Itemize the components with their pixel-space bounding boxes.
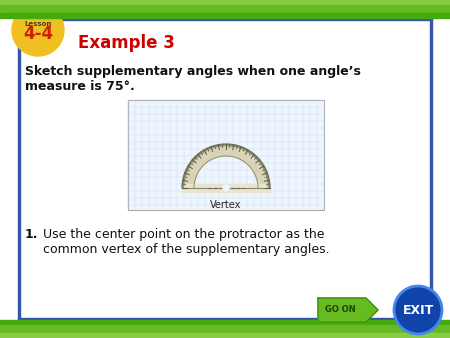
Polygon shape [182,144,270,188]
Text: Use the center point on the protractor as the: Use the center point on the protractor a… [43,228,324,241]
Bar [0,0,450,5]
Text: Sketch supplementary angles when one angle’s: Sketch supplementary angles when one ang… [25,65,361,78]
Bar [0,320,450,325]
Bar [18,318,432,320]
Text: Vertex: Vertex [210,200,242,210]
Bar [18,18,20,320]
Bar [18,18,432,20]
Bar [20,20,430,318]
Circle shape [12,4,64,56]
Text: measure is 75°.: measure is 75°. [25,80,135,93]
Text: Example 3: Example 3 [78,34,175,52]
Bar [182,184,270,192]
Bar [430,18,432,320]
Text: common vertex of the supplementary angles.: common vertex of the supplementary angle… [43,243,329,256]
Bar [128,100,324,210]
Bar [0,325,450,333]
Text: EXIT: EXIT [402,304,434,316]
Bar [0,333,450,338]
Bar [0,5,450,13]
Text: 1.: 1. [25,228,39,241]
Text: Lesson: Lesson [24,21,52,27]
Polygon shape [318,298,378,322]
Bar [0,13,450,18]
Text: GO ON: GO ON [324,306,356,314]
Circle shape [223,185,229,191]
Circle shape [394,286,442,334]
Text: 4-4: 4-4 [23,25,53,43]
